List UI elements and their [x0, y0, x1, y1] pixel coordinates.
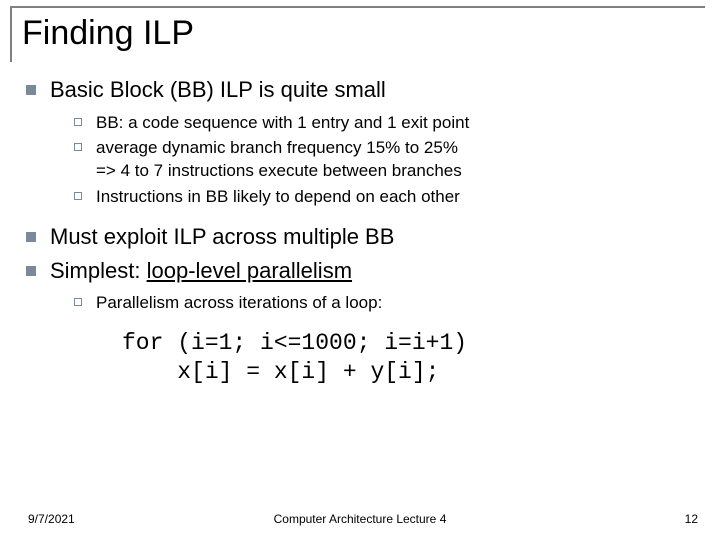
hollow-square-bullet-icon [74, 298, 82, 306]
hollow-square-bullet-icon [74, 192, 82, 200]
bullet-level1: Simplest: loop-level parallelism [26, 257, 696, 285]
bullet-text: BB: a code sequence with 1 entry and 1 e… [96, 112, 469, 135]
code-line: for (i=1; i<=1000; i=i+1) [122, 330, 467, 356]
bullet-text-line: average dynamic branch frequency 15% to … [96, 138, 458, 157]
bullet-level1: Must exploit ILP across multiple BB [26, 223, 696, 251]
bullet-text: Instructions in BB likely to depend on e… [96, 186, 460, 209]
bullet-text: Simplest: loop-level parallelism [50, 257, 352, 285]
slide: Finding ILP Basic Block (BB) ILP is quit… [0, 0, 720, 540]
code-line: x[i] = x[i] + y[i]; [122, 359, 439, 385]
bullet-level2: average dynamic branch frequency 15% to … [74, 137, 696, 183]
bullet-text: average dynamic branch frequency 15% to … [96, 137, 462, 183]
square-bullet-icon [26, 232, 36, 242]
bullet-text: Must exploit ILP across multiple BB [50, 223, 394, 251]
bullet-level2: Instructions in BB likely to depend on e… [74, 186, 696, 209]
square-bullet-icon [26, 266, 36, 276]
bullet-text: Basic Block (BB) ILP is quite small [50, 76, 386, 104]
code-block: for (i=1; i<=1000; i=i+1) x[i] = x[i] + … [122, 329, 696, 387]
bullet-text-underlined: loop-level parallelism [147, 258, 352, 283]
bullet-text-line: => 4 to 7 instructions execute between b… [96, 161, 462, 180]
slide-title: Finding ILP [22, 14, 198, 53]
bullet-text-prefix: Simplest: [50, 258, 147, 283]
footer-title: Computer Architecture Lecture 4 [0, 512, 720, 526]
footer-page-number: 12 [685, 512, 698, 526]
frame-border-left [10, 6, 12, 62]
frame-border-top [10, 6, 705, 8]
slide-content: Basic Block (BB) ILP is quite small BB: … [26, 76, 696, 387]
hollow-square-bullet-icon [74, 143, 82, 151]
bullet-level2: BB: a code sequence with 1 entry and 1 e… [74, 112, 696, 135]
sub-bullet-group: Parallelism across iterations of a loop: [74, 292, 696, 315]
square-bullet-icon [26, 85, 36, 95]
hollow-square-bullet-icon [74, 118, 82, 126]
sub-bullet-group: BB: a code sequence with 1 entry and 1 e… [74, 112, 696, 210]
bullet-level1: Basic Block (BB) ILP is quite small [26, 76, 696, 104]
bullet-level2: Parallelism across iterations of a loop: [74, 292, 696, 315]
bullet-text: Parallelism across iterations of a loop: [96, 292, 382, 315]
